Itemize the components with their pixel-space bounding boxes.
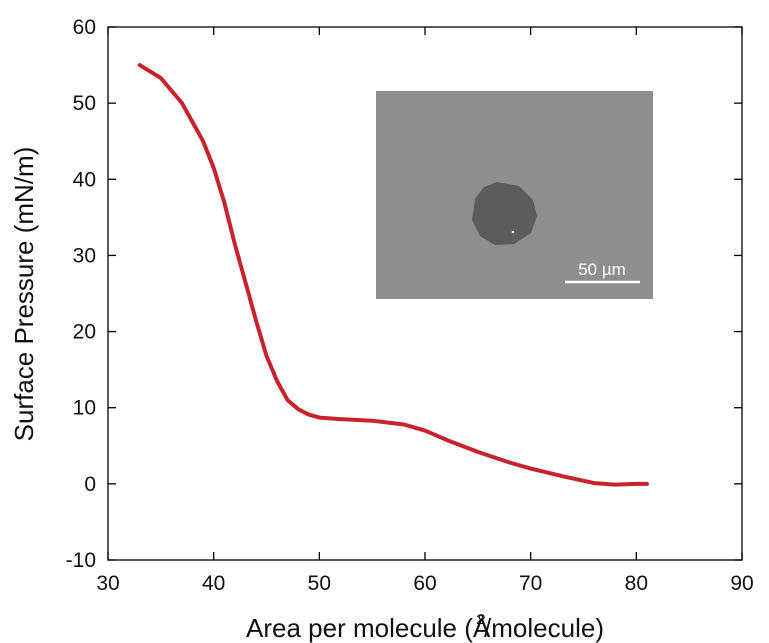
x-axis-title-main: Area per molecule (Å xyxy=(246,613,491,643)
y-tick-label: 20 xyxy=(73,321,96,344)
y-tick-label: 50 xyxy=(73,92,96,115)
x-axis-title: Area per molecule (Å2/molecule) xyxy=(246,611,604,643)
x-tick-label: 50 xyxy=(308,572,331,595)
x-tick-label: 80 xyxy=(625,572,648,595)
x-tick-label: 40 xyxy=(202,572,225,595)
x-axis-title-superscript: 2 xyxy=(476,611,484,627)
x-tick-label: 70 xyxy=(519,572,542,595)
inset-bright-spot xyxy=(511,230,515,234)
plot-frame xyxy=(107,26,743,561)
inset-micrograph: 50 µm xyxy=(376,91,653,299)
tick-labels: 30 40 50 60 70 80 90 -10 0 10 20 30 40 50 60 xyxy=(66,16,754,595)
x-tick-label: 30 xyxy=(96,572,119,595)
y-tick-label: 60 xyxy=(73,16,96,39)
x-tick-label: 60 xyxy=(413,572,436,595)
y-tick-label: -10 xyxy=(66,549,96,572)
inset-dark-domain xyxy=(472,182,537,245)
y-tick-label: 0 xyxy=(84,473,96,496)
y-tick-label: 30 xyxy=(73,244,96,267)
x-axis-title-rest: /molecule) xyxy=(484,613,604,643)
y-axis-title: Surface Pressure (mN/m) xyxy=(9,147,39,442)
x-tick-label: 90 xyxy=(730,572,753,595)
inset-scale-bar-label: 50 µm xyxy=(578,260,626,279)
y-tick-label: 10 xyxy=(73,397,96,420)
series-line xyxy=(137,63,649,487)
y-tick-label: 40 xyxy=(73,168,96,191)
